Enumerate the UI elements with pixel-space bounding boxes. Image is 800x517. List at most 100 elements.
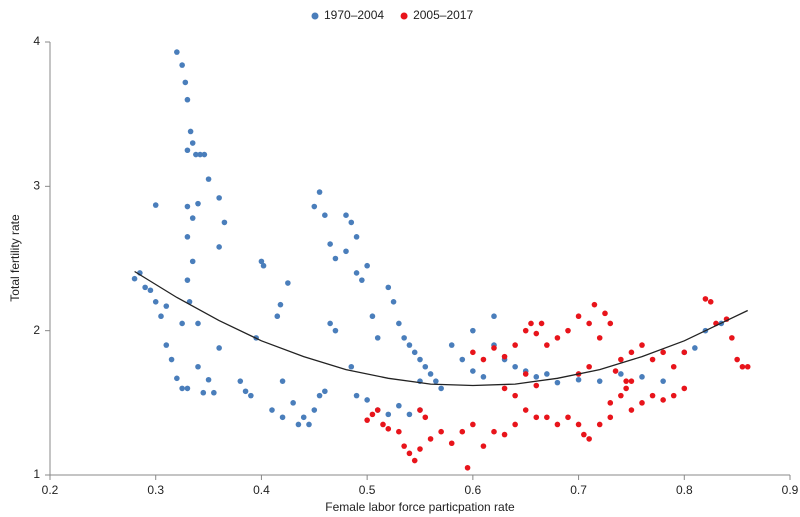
point — [470, 421, 476, 428]
point — [533, 414, 540, 421]
point — [586, 436, 592, 442]
point — [522, 371, 529, 377]
point — [195, 200, 201, 207]
point — [353, 392, 360, 399]
point — [332, 327, 339, 334]
point — [322, 212, 328, 218]
point — [591, 301, 598, 308]
point — [290, 400, 296, 406]
legend-label: 2005–2017 — [413, 8, 473, 22]
point — [565, 414, 571, 421]
point — [522, 327, 529, 334]
point — [189, 215, 196, 221]
point — [197, 151, 203, 158]
point — [179, 385, 185, 392]
point — [374, 335, 381, 341]
point — [544, 371, 550, 377]
point — [586, 363, 592, 370]
y-tick-label: 1 — [33, 467, 40, 481]
point — [390, 299, 397, 305]
point — [422, 363, 429, 370]
point — [343, 248, 349, 255]
point — [182, 79, 189, 86]
point — [242, 388, 249, 395]
point — [681, 385, 688, 392]
x-tick-label: 0.8 — [676, 483, 693, 497]
y-axis-label: Total fertility rate — [8, 214, 22, 302]
point — [411, 457, 418, 464]
point — [607, 400, 614, 406]
point — [586, 320, 592, 327]
point — [417, 407, 423, 413]
point — [348, 363, 355, 370]
point — [168, 356, 175, 363]
point — [512, 342, 518, 348]
point — [427, 436, 434, 442]
point — [528, 320, 534, 327]
point — [744, 363, 751, 370]
point — [406, 411, 413, 418]
point — [385, 426, 392, 432]
point — [343, 212, 349, 218]
point — [369, 411, 376, 418]
point — [512, 363, 518, 370]
point — [501, 431, 508, 438]
point — [189, 258, 196, 265]
point — [470, 349, 476, 356]
point — [459, 428, 466, 435]
point — [348, 219, 355, 226]
point — [179, 62, 185, 68]
point — [618, 371, 624, 377]
point — [438, 385, 444, 392]
point — [470, 327, 476, 334]
point — [670, 363, 677, 370]
point — [152, 202, 159, 208]
point — [163, 342, 170, 348]
point — [184, 203, 191, 210]
point — [374, 407, 381, 413]
point — [596, 421, 603, 428]
point — [285, 280, 291, 286]
point — [512, 421, 518, 428]
point — [401, 443, 407, 449]
point — [554, 335, 561, 341]
point — [448, 440, 455, 447]
point — [649, 392, 656, 399]
point — [311, 203, 318, 210]
point — [417, 446, 423, 452]
point — [692, 345, 698, 351]
point — [575, 376, 582, 383]
point — [260, 262, 267, 269]
point — [406, 450, 413, 457]
point — [427, 371, 434, 377]
point — [174, 49, 180, 55]
point — [649, 356, 656, 363]
point — [327, 241, 333, 247]
point — [279, 378, 286, 384]
point — [422, 414, 429, 421]
point — [274, 313, 281, 320]
point — [237, 378, 244, 384]
point — [189, 140, 196, 146]
point — [221, 219, 228, 226]
point — [734, 356, 740, 363]
point — [512, 392, 518, 399]
point — [660, 349, 666, 356]
point — [448, 342, 455, 348]
point — [554, 379, 561, 386]
point — [554, 421, 561, 428]
point — [401, 335, 407, 341]
point — [596, 378, 603, 384]
point — [639, 342, 645, 348]
point — [491, 313, 497, 320]
point — [385, 411, 392, 418]
x-tick-label: 0.2 — [42, 483, 59, 497]
point — [353, 234, 360, 240]
point — [369, 313, 376, 320]
point — [396, 320, 402, 327]
x-tick-label: 0.3 — [147, 483, 164, 497]
point — [131, 275, 138, 282]
point — [639, 374, 645, 380]
point — [533, 374, 540, 380]
